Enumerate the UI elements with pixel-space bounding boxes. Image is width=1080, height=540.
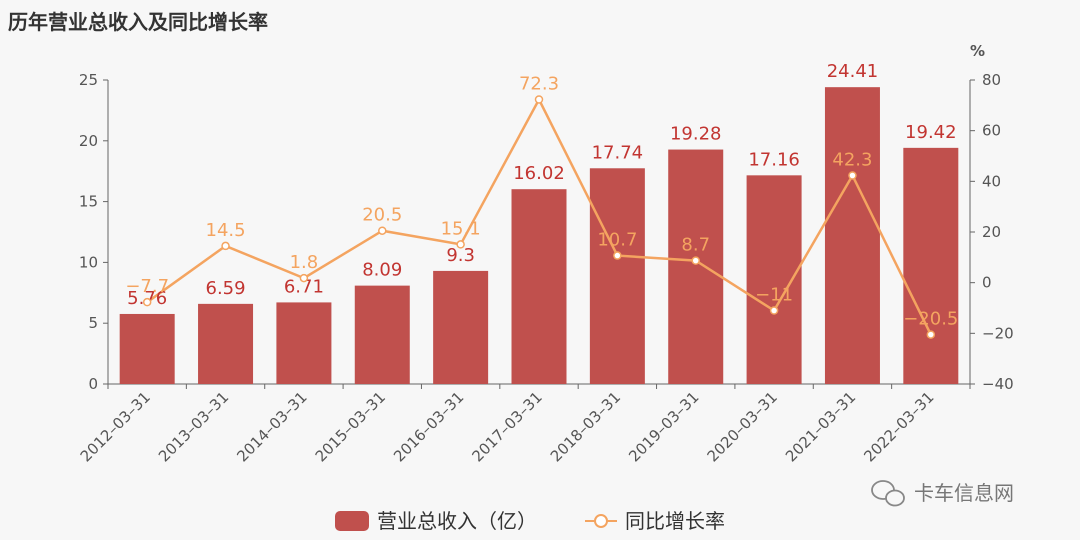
line-point	[691, 256, 700, 265]
line-point	[613, 251, 622, 260]
x-tick-label: 2018–03–31	[547, 388, 624, 465]
bar-value-label: 19.28	[670, 124, 722, 145]
bar-value-label: 17.74	[592, 142, 644, 163]
y-right-tick-label: 20	[982, 223, 1001, 241]
bar	[668, 149, 724, 384]
bar	[198, 303, 254, 384]
bar-value-label: 9.3	[446, 245, 475, 266]
y-left-tick-label: 20	[79, 132, 98, 150]
y-right-tick-label: 0	[982, 274, 992, 292]
line-value-label: 10.7	[597, 230, 637, 251]
line-point	[456, 240, 465, 249]
line-value-label: −7.7	[125, 276, 169, 297]
line-point	[848, 171, 857, 180]
bar-value-label: 24.41	[827, 61, 879, 82]
line-value-label: 42.3	[832, 150, 872, 171]
chart-title: 历年营业总收入及同比增长率	[8, 10, 268, 34]
legend-bar-label: 营业总收入（亿）	[377, 509, 537, 533]
legend-line-marker	[594, 514, 608, 528]
bar-value-label: 6.59	[206, 278, 246, 299]
x-tick-label: 2016–03–31	[390, 388, 467, 465]
y-left-tick-label: 0	[88, 375, 98, 393]
x-tick-label: 2019–03–31	[625, 388, 702, 465]
bar-value-label: 6.71	[284, 276, 324, 297]
bar	[903, 147, 959, 384]
line-value-label: 8.7	[681, 235, 710, 256]
bar	[824, 87, 880, 384]
x-tick-label: 2020–03–31	[704, 388, 781, 465]
y-right-tick-label: 60	[982, 122, 1001, 140]
x-tick-label: 2022–03–31	[860, 388, 937, 465]
y-right-tick-label: −40	[982, 375, 1014, 393]
line-point	[926, 330, 936, 339]
bar	[354, 285, 410, 384]
bar-value-label: 16.02	[513, 163, 565, 184]
line-value-label: −20.5	[903, 309, 958, 330]
y-right-tick-label: −20	[982, 324, 1014, 342]
line-point	[378, 226, 387, 235]
y-right-tick-label: 80	[982, 71, 1001, 89]
bar-value-label: 19.42	[905, 122, 957, 143]
bar	[511, 189, 567, 384]
bar-value-label: 17.16	[748, 149, 800, 170]
watermark-text: 卡车信息网	[914, 481, 1014, 505]
bar	[119, 313, 175, 384]
y-left-tick-label: 25	[79, 71, 98, 89]
line-point	[534, 95, 544, 104]
line-value-label: 14.5	[206, 220, 246, 241]
y-left-tick-label: 15	[79, 193, 98, 211]
y-left-tick-label: 10	[79, 253, 98, 271]
wechat-icon-bubble	[885, 489, 905, 507]
y-right-unit: %	[970, 42, 985, 60]
line-point	[142, 297, 152, 307]
legend-line-label: 同比增长率	[625, 509, 725, 533]
x-tick-label: 2014–03–31	[233, 388, 310, 465]
line-point	[769, 306, 779, 315]
line-point	[299, 273, 309, 283]
line-value-label: 20.5	[362, 205, 402, 226]
x-tick-label: 2017–03–31	[468, 388, 545, 465]
bar	[433, 270, 489, 384]
line-value-label: −11	[755, 285, 793, 306]
line-value-label: 72.3	[519, 74, 559, 95]
bar-value-label: 8.09	[362, 260, 402, 281]
x-tick-label: 2012–03–31	[77, 388, 154, 465]
x-tick-label: 2013–03–31	[155, 388, 232, 465]
bar	[276, 302, 332, 384]
line-point	[221, 241, 230, 251]
y-left-tick-label: 5	[88, 314, 98, 332]
bar	[589, 168, 645, 384]
line-value-label: 15.1	[441, 218, 481, 239]
y-right-tick-label: 40	[982, 172, 1001, 190]
x-tick-label: 2021–03–31	[782, 388, 859, 465]
legend-bar-swatch	[335, 511, 369, 531]
x-tick-label: 2015–03–31	[312, 388, 389, 465]
line-value-label: 1.8	[290, 252, 319, 273]
